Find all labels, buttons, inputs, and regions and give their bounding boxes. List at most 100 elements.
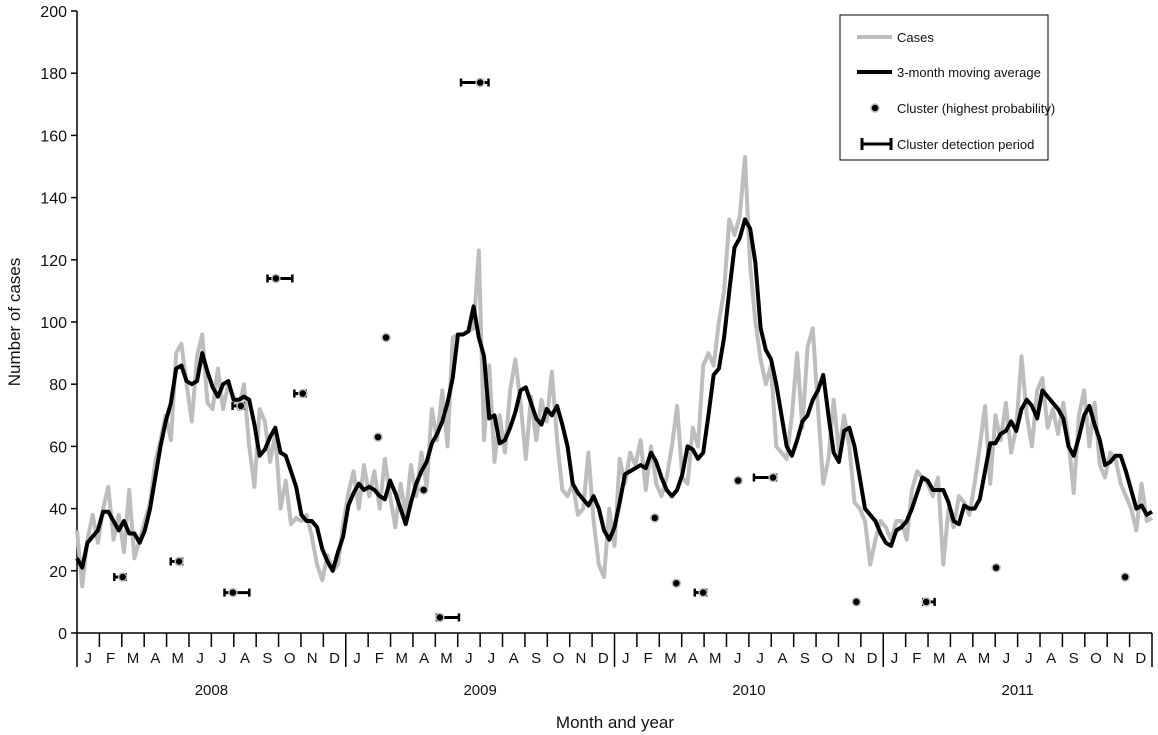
y-tick-label: 20 (49, 564, 67, 581)
month-label: M (440, 650, 453, 667)
month-label: F (375, 650, 384, 667)
y-axis-label: Number of cases (5, 258, 24, 387)
legend-cases-label: Cases (897, 30, 934, 45)
cluster-point (921, 597, 931, 607)
month-label: J (756, 650, 764, 667)
month-label: J (891, 650, 899, 667)
legend-ma-label: 3-month moving average (897, 65, 1041, 80)
month-label: N (844, 650, 855, 667)
month-label: O (1090, 650, 1102, 667)
month-label: F (106, 650, 115, 667)
month-label: J (1025, 650, 1033, 667)
month-label: A (509, 650, 519, 667)
y-tick-label: 180 (40, 66, 67, 83)
month-label: J (622, 650, 630, 667)
cluster-point (733, 475, 743, 486)
month-label: O (284, 650, 296, 667)
cluster-point (236, 401, 246, 411)
month-label: A (957, 650, 967, 667)
year-label: 2009 (463, 682, 496, 699)
month-label: J (465, 650, 473, 667)
y-tick-label: 160 (40, 128, 67, 145)
month-label: J (488, 650, 496, 667)
month-label: O (553, 650, 565, 667)
month-label: M (395, 650, 408, 667)
cluster-point (435, 612, 445, 623)
cluster-point (851, 597, 862, 607)
x-axis-label: Month and year (556, 713, 674, 732)
month-label: M (709, 650, 722, 667)
cluster-point (671, 578, 682, 588)
legend-cluster-label: Cluster (highest probability) (897, 101, 1055, 116)
month-label: N (1113, 650, 1124, 667)
month-label: J (734, 650, 742, 667)
month-label: A (240, 650, 250, 667)
series-moving-average (75, 217, 1154, 573)
year-label: 2008 (195, 682, 228, 699)
month-label: S (1069, 650, 1079, 667)
legend-cluster-marker (870, 103, 880, 113)
y-tick-label: 120 (40, 253, 67, 270)
month-label: D (598, 650, 609, 667)
legend-box (839, 14, 1049, 161)
month-label: M (978, 650, 991, 667)
month-label: M (664, 650, 677, 667)
cluster-point (298, 388, 308, 399)
y-tick-label: 0 (58, 626, 67, 643)
cluster-point (650, 513, 660, 523)
month-label: N (307, 650, 318, 667)
y-tick-label: 80 (49, 377, 67, 394)
cluster-point (991, 562, 1001, 573)
month-label: F (912, 650, 921, 667)
series-cases (75, 155, 1154, 589)
cluster-point (381, 332, 391, 343)
y-tick-label: 140 (40, 191, 67, 208)
month-label: A (1046, 650, 1056, 667)
month-label: D (329, 650, 340, 667)
cluster-point (174, 556, 184, 567)
month-label: J (219, 650, 227, 667)
month-label: A (777, 650, 787, 667)
month-label: S (531, 650, 541, 667)
month-label: D (1135, 650, 1146, 667)
cluster-point (117, 572, 128, 582)
cases-line (75, 155, 1154, 589)
cluster-point (418, 485, 429, 495)
month-label: M (933, 650, 946, 667)
cluster-point (228, 587, 238, 598)
cluster-markers (113, 77, 1130, 623)
month-label: J (1003, 650, 1011, 667)
cluster-point (698, 587, 708, 598)
legend: Cases 3-month moving average Cluster (hi… (839, 14, 1055, 161)
year-label: 2011 (1001, 682, 1033, 699)
month-label: A (688, 650, 698, 667)
month-label: M (127, 650, 140, 667)
month-label: J (353, 650, 361, 667)
month-label: J (84, 650, 92, 667)
y-tick-label: 100 (40, 315, 67, 332)
y-tick-label: 200 (40, 4, 67, 21)
month-label: S (262, 650, 272, 667)
month-label: A (150, 650, 160, 667)
month-label: A (419, 650, 429, 667)
y-tick-label: 40 (49, 502, 67, 519)
month-label: D (867, 650, 878, 667)
cluster-point (768, 472, 778, 483)
cluster-point (373, 432, 383, 442)
month-label: S (800, 650, 810, 667)
month-label: F (644, 650, 653, 667)
year-label: 2010 (732, 682, 765, 699)
legend-period-label: Cluster detection period (897, 137, 1034, 152)
cluster-point (1120, 572, 1130, 582)
month-label: M (172, 650, 185, 667)
month-label: O (821, 650, 833, 667)
y-tick-label: 60 (49, 439, 67, 456)
month-label: J (196, 650, 204, 667)
cluster-point (475, 77, 485, 88)
cluster-point (271, 273, 281, 284)
moving-average-line (75, 217, 1154, 573)
legend-period-marker (860, 138, 893, 150)
month-label: N (575, 650, 586, 667)
